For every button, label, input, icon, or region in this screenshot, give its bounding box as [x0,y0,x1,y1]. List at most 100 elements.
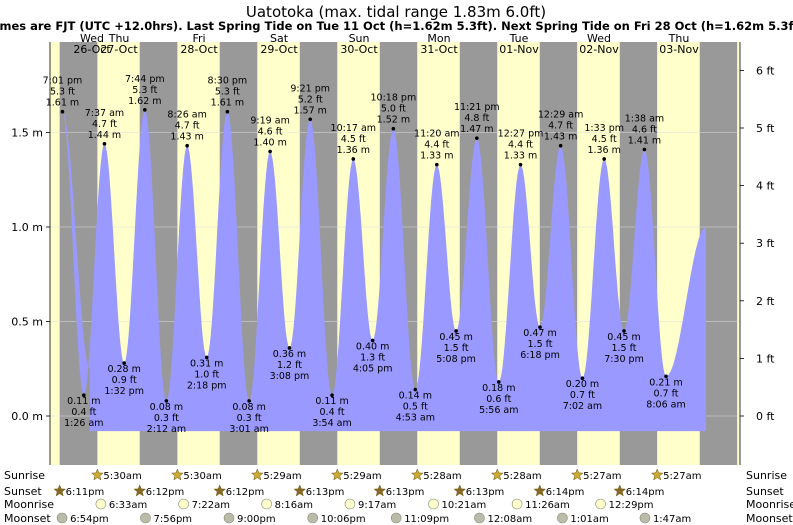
day-date: 01-Nov [499,43,539,56]
moonset-icon [557,512,568,524]
sunrise-time: 5:30am [103,471,141,482]
low-tide-label: 0.7 ft [653,388,678,399]
moonset-time: 7:56pm [153,514,192,525]
sunset-icon [533,484,547,497]
moonset-time: 1:01am [570,514,608,525]
sunset-icon [613,484,627,497]
low-tide-label: 5:56 am [479,405,518,416]
low-tide-label: 0.08 m [232,402,265,413]
sunrise-icon [650,468,664,481]
high-tide-label: 4.6 ft [258,126,283,137]
sunrise-icon [330,468,344,481]
high-tide-dot [518,162,523,167]
high-tide-label: 1.43 m [544,132,577,143]
high-tide-label: 9:21 pm [290,83,330,94]
high-tide-label: 8:26 am [167,110,206,121]
day-weekday: Tue [509,32,529,45]
right-tick-label: 1 ft [756,352,775,365]
low-tide-dot [204,355,209,360]
low-tide-label: 7:02 am [563,401,602,412]
low-tide-label: 5:08 pm [436,354,476,365]
low-tide-label: 1.5 ft [444,343,469,354]
low-tide-label: 1:32 pm [104,386,144,397]
row-label-right: Moonrise [746,498,793,511]
moonrise-icon [178,498,189,510]
day-weekday: Sun [349,32,370,45]
low-tide-label: 0.21 m [649,377,682,388]
moonset-icon [140,512,151,524]
high-tide-label: 1.33 m [420,151,453,162]
low-tide-label: 0.20 m [566,379,599,390]
high-tide-label: 1.43 m [170,132,203,143]
high-tide-label: 1.41 m [628,136,661,147]
moonset-icon [307,512,319,524]
day-weekday: Thu [108,32,130,45]
low-tide-label: 0.7 ft [570,390,595,401]
sunrise-icon [91,468,104,481]
day-weekday: Mon [427,32,450,45]
high-tide-label: 10:17 am [331,123,376,134]
low-tide-label: 4:05 pm [353,363,393,374]
low-tide-dot [622,329,626,333]
low-tide-label: 0.40 m [356,341,389,352]
high-tide-label: 9:19 am [250,115,289,126]
low-tide-label: 1.3 ft [360,352,385,363]
high-tide-label: 1:33 pm [584,123,624,134]
low-tide-label: 2:12 am [147,424,186,435]
moonrise-icon [511,498,523,510]
day-date: 30-Oct [340,43,378,56]
high-tide-dot [225,109,230,114]
high-tide-dot [308,117,313,122]
moonrise-time: 12:29pm [609,500,654,511]
row-label-left: Sunrise [4,469,45,482]
low-tide-dot [496,380,501,384]
low-tide-label: 0.14 m [399,391,432,402]
low-tide-label: 3:54 am [312,418,351,429]
sunset-time: 6:13pm [466,487,505,498]
low-tide-label: 0.45 m [439,332,472,343]
left-tick-label: 0.0 m [11,410,43,423]
low-tide-label: 1:26 am [64,418,103,429]
day-date: 29-Oct [260,43,298,56]
moonset-time: 1:47am [653,514,691,525]
sunset-time: 6:14pm [626,487,665,498]
high-tide-label: 11:20 am [414,129,459,140]
moonrise-icon [95,498,107,510]
high-tide-label: 1.36 m [337,145,370,156]
moonrise-time: 6:33am [109,500,147,511]
low-tide-label: 0.6 ft [486,394,511,405]
low-tide-label: 1.2 ft [277,360,302,371]
high-tide-label: 4.7 ft [548,121,573,132]
moonrise-icon [344,498,356,510]
high-tide-label: 1.62 m [128,96,161,107]
high-tide-label: 8:30 pm [208,76,248,87]
day-date: 31-Oct [420,43,458,56]
low-tide-label: 0.18 m [482,383,515,394]
high-tide-label: 1.40 m [253,137,286,148]
tide-water-area [62,109,706,432]
sunset-icon [53,484,67,497]
sunrise-time: 5:29am [263,471,301,482]
moonrise-icon [428,498,439,510]
sunset-icon [453,484,467,497]
day-date: 28-Oct [180,43,218,56]
right-tick-label: 0 ft [756,410,775,423]
high-tide-dot [185,143,189,148]
high-tide-label: 4.6 ft [632,125,657,136]
high-tide-label: 10:18 pm [371,93,417,104]
low-tide-dot [247,399,251,403]
low-tide-dot [287,346,292,350]
sunrise-icon [570,468,584,481]
moonrise-icon [261,498,272,510]
high-tide-label: 5.3 ft [215,87,240,98]
low-tide-label: 0.3 ft [237,413,262,424]
low-tide-label: 2:18 pm [187,380,227,391]
low-tide-dot [122,361,126,365]
high-tide-label: 5.3 ft [50,87,75,98]
sunset-icon [133,484,147,497]
low-tide-label: 0.28 m [107,364,140,375]
low-tide-label: 0.11 m [67,396,100,407]
day-date: 03-Nov [659,43,699,56]
high-tide-label: 4.4 ft [508,140,533,151]
